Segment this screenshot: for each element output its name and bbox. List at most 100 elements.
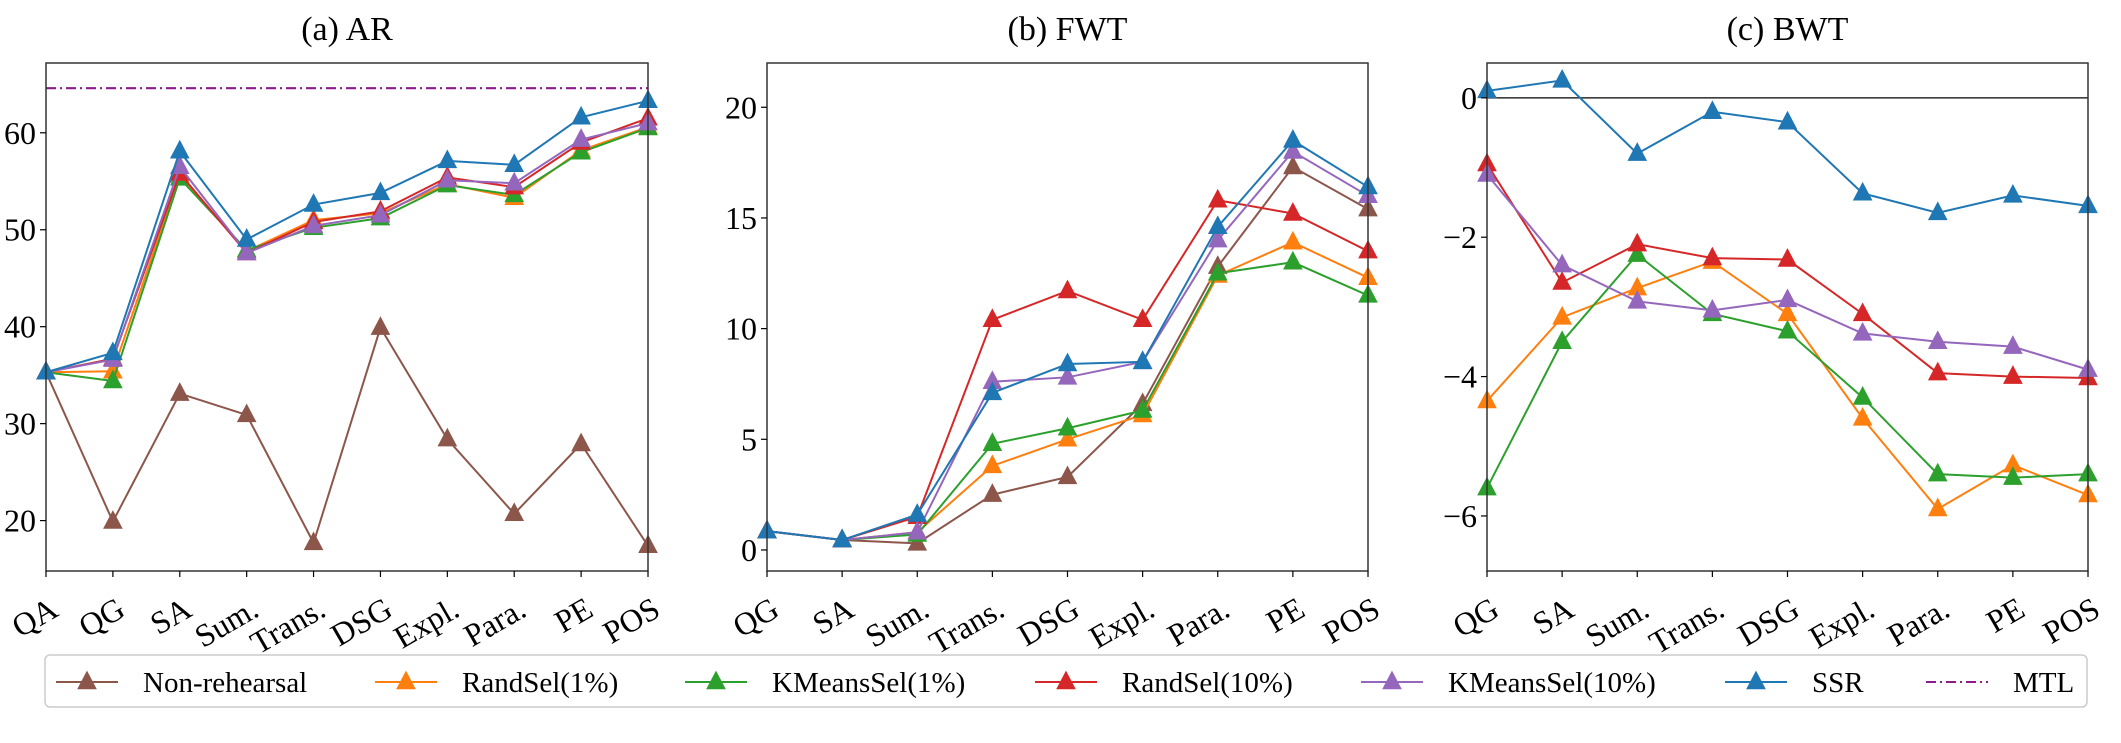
x-tick-label: SA <box>1526 590 1579 642</box>
data-point <box>1283 230 1303 250</box>
x-tick-label: QA <box>5 590 63 644</box>
y-tick-label: 20 <box>4 503 36 539</box>
series-line <box>1486 173 2089 371</box>
data-point <box>1283 140 1303 159</box>
series-line <box>45 126 649 374</box>
data-point <box>1627 243 1648 262</box>
legend-item: SSR <box>1725 667 1864 699</box>
data-point <box>832 528 852 548</box>
y-tick-label: −4 <box>1443 359 1477 395</box>
legend-item: RandSel(10%) <box>1035 667 1293 699</box>
data-point <box>303 531 324 551</box>
data-point <box>103 369 123 389</box>
data-point <box>1057 416 1078 436</box>
data-point <box>982 308 1003 328</box>
series-kmeanssel-10- <box>1477 163 2098 377</box>
data-point <box>437 149 458 169</box>
data-point <box>1552 68 1572 88</box>
series-line <box>45 127 649 383</box>
series-ssr <box>36 89 658 380</box>
data-point <box>907 503 928 522</box>
series-ssr <box>757 129 1378 548</box>
data-point <box>1927 462 1948 482</box>
data-point <box>1777 110 1798 130</box>
x-tick-label: QG <box>726 590 784 644</box>
x-tick-label: Expl. <box>1803 590 1880 655</box>
x-tick-label: Expl. <box>1083 590 1160 655</box>
series-line <box>45 117 649 374</box>
panel-title: (a) AR <box>301 11 393 48</box>
data-point <box>982 381 1003 401</box>
data-point <box>982 432 1003 451</box>
data-point <box>1057 465 1078 485</box>
data-point <box>2003 365 2023 384</box>
data-point <box>1057 279 1078 299</box>
data-point <box>2003 183 2023 203</box>
data-point <box>236 228 257 247</box>
legend-label: RandSel(10%) <box>1122 667 1293 699</box>
legend-item: KMeansSel(10%) <box>1361 667 1656 699</box>
data-point <box>370 203 391 223</box>
data-point <box>169 382 190 401</box>
series-line <box>1486 79 2089 214</box>
data-point <box>1927 361 1948 381</box>
data-point <box>1777 288 1798 308</box>
legend-label: Non-rehearsal <box>143 667 307 699</box>
data-point <box>236 241 257 261</box>
legend: Non-rehearsal RandSel(1%) KMeansSel(1%) Ran… <box>44 654 2088 708</box>
legend-label: SSR <box>1812 667 1864 699</box>
data-point <box>504 502 525 522</box>
x-tick-label: DSG <box>325 590 398 653</box>
x-tick-label: QG <box>72 590 130 644</box>
data-point <box>1207 188 1228 208</box>
data-point <box>1057 352 1078 372</box>
y-tick-label: 0 <box>1461 80 1477 116</box>
series-ssr <box>1477 68 2098 221</box>
data-point <box>1852 302 1873 322</box>
y-tick-label: 10 <box>725 311 757 347</box>
legend-item: RandSel(1%) <box>375 667 618 699</box>
y-tick-label: 20 <box>725 89 757 125</box>
legend-label: MTL <box>2013 667 2074 699</box>
x-tick-label: POS <box>597 590 666 651</box>
legend-label: KMeansSel(10%) <box>1448 667 1656 699</box>
data-point <box>1702 246 1723 266</box>
x-tick-label: PE <box>1260 590 1310 640</box>
data-point <box>571 128 591 147</box>
data-point <box>437 168 458 188</box>
x-tick-label: PE <box>548 590 598 640</box>
data-point <box>2003 466 2023 485</box>
data-point <box>571 140 591 160</box>
series-line <box>766 261 1369 542</box>
series-kmeanssel-10- <box>36 111 658 380</box>
x-tick-label: Sum. <box>859 590 935 655</box>
data-point <box>1132 399 1153 418</box>
legend-item: MTL <box>1926 667 2074 699</box>
data-point <box>571 432 591 452</box>
x-tick-label: DSG <box>1012 590 1085 653</box>
data-point <box>2003 335 2023 354</box>
data-point <box>1057 427 1078 447</box>
data-point <box>982 454 1003 474</box>
y-tick-label: 50 <box>4 212 36 248</box>
y-tick-label: −6 <box>1443 498 1477 534</box>
data-point <box>1702 298 1723 318</box>
data-point <box>1777 319 1798 339</box>
data-point <box>303 214 324 234</box>
panel-title: (b) FWT <box>1008 11 1128 48</box>
legend-marker-icon <box>77 670 97 690</box>
data-point <box>370 316 391 335</box>
y-tick-label: 15 <box>725 200 757 236</box>
legend-marker-icon <box>1382 670 1402 690</box>
data-point <box>236 403 257 423</box>
y-tick-label: 5 <box>741 421 757 457</box>
data-point <box>1552 253 1572 273</box>
data-point <box>907 520 928 540</box>
data-point <box>1852 406 1873 426</box>
x-tick-label: QG <box>1446 590 1504 644</box>
x-tick-label: Para. <box>1881 590 1955 654</box>
data-point <box>103 510 123 529</box>
data-point <box>1927 201 1948 221</box>
